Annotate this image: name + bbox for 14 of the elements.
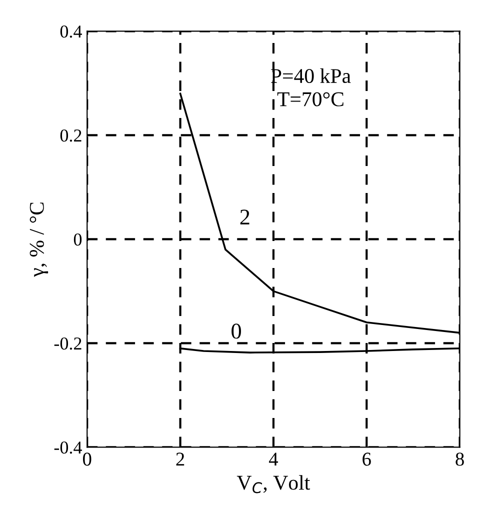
series-label: 0 xyxy=(232,324,241,339)
x-tick-label: 6 xyxy=(362,452,371,466)
y-tick-label: -0.4 xyxy=(54,441,82,454)
x-tick-label: 0 xyxy=(83,452,92,466)
x-axis-title: V$_{C}$, Volt xyxy=(236,475,310,494)
y-axis-title: γ, % / °C xyxy=(30,202,48,277)
y-tick-label: 0 xyxy=(74,233,82,246)
y-tick-label: 0.2 xyxy=(60,129,82,142)
x-tick-label: 2 xyxy=(176,452,184,466)
series-label: 2 xyxy=(240,210,250,224)
y-tick-label: -0.2 xyxy=(54,337,82,350)
x-tick-label: 4 xyxy=(268,452,278,466)
y-tick-label: 0.4 xyxy=(60,25,82,38)
x-tick-label: 8 xyxy=(456,452,464,466)
